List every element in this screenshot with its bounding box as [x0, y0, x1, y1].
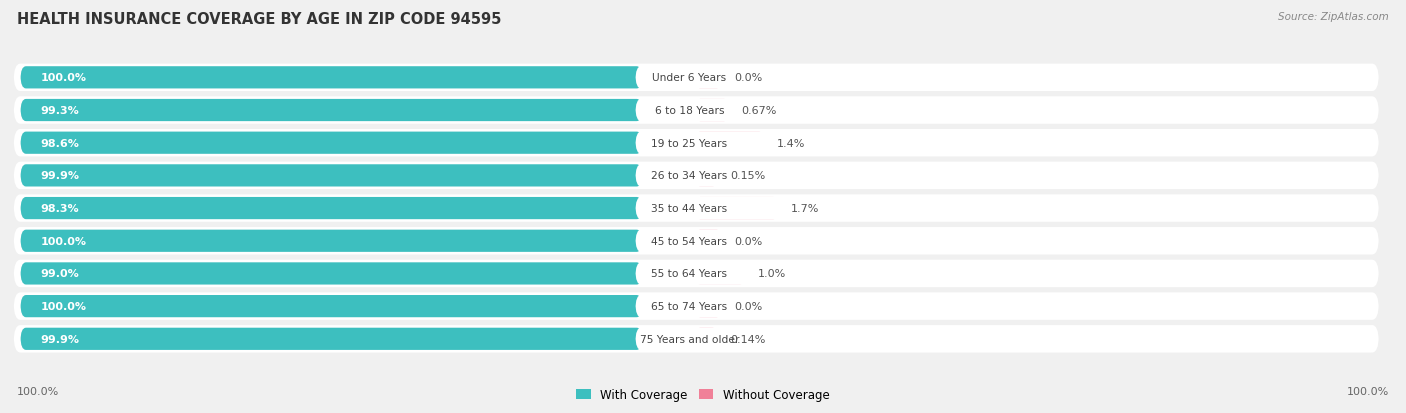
FancyBboxPatch shape: [21, 165, 643, 187]
FancyBboxPatch shape: [696, 165, 717, 187]
FancyBboxPatch shape: [696, 67, 720, 89]
Legend: With Coverage, Without Coverage: With Coverage, Without Coverage: [576, 388, 830, 401]
FancyBboxPatch shape: [14, 64, 1379, 92]
Text: 98.6%: 98.6%: [41, 138, 80, 148]
FancyBboxPatch shape: [696, 132, 763, 154]
Text: 6 to 18 Years: 6 to 18 Years: [655, 106, 724, 116]
FancyBboxPatch shape: [14, 228, 1379, 255]
Text: 26 to 34 Years: 26 to 34 Years: [651, 171, 728, 181]
FancyBboxPatch shape: [696, 263, 744, 285]
FancyBboxPatch shape: [636, 164, 797, 188]
Text: 75 Years and older: 75 Years and older: [640, 334, 740, 344]
Text: 1.7%: 1.7%: [790, 204, 820, 214]
Text: 0.15%: 0.15%: [730, 171, 765, 181]
FancyBboxPatch shape: [636, 67, 797, 90]
FancyBboxPatch shape: [14, 195, 1379, 222]
Text: 1.4%: 1.4%: [776, 138, 804, 148]
Text: 98.3%: 98.3%: [41, 204, 80, 214]
Text: 0.0%: 0.0%: [734, 73, 762, 83]
Text: Source: ZipAtlas.com: Source: ZipAtlas.com: [1278, 12, 1389, 22]
Text: 35 to 44 Years: 35 to 44 Years: [651, 204, 727, 214]
Text: 1.0%: 1.0%: [758, 269, 786, 279]
Text: 100.0%: 100.0%: [41, 73, 87, 83]
Text: 0.0%: 0.0%: [734, 236, 762, 246]
FancyBboxPatch shape: [21, 197, 643, 220]
FancyBboxPatch shape: [636, 262, 797, 285]
Text: 19 to 25 Years: 19 to 25 Years: [651, 138, 727, 148]
FancyBboxPatch shape: [21, 230, 643, 252]
FancyBboxPatch shape: [14, 260, 1379, 287]
Text: 99.3%: 99.3%: [41, 106, 80, 116]
FancyBboxPatch shape: [21, 100, 643, 122]
FancyBboxPatch shape: [696, 295, 720, 318]
FancyBboxPatch shape: [14, 162, 1379, 190]
Text: 99.0%: 99.0%: [41, 269, 80, 279]
Text: Under 6 Years: Under 6 Years: [652, 73, 727, 83]
FancyBboxPatch shape: [696, 230, 720, 252]
Text: 45 to 54 Years: 45 to 54 Years: [651, 236, 727, 246]
Text: HEALTH INSURANCE COVERAGE BY AGE IN ZIP CODE 94595: HEALTH INSURANCE COVERAGE BY AGE IN ZIP …: [17, 12, 502, 27]
FancyBboxPatch shape: [14, 325, 1379, 353]
FancyBboxPatch shape: [696, 328, 717, 350]
Text: 100.0%: 100.0%: [41, 236, 87, 246]
FancyBboxPatch shape: [696, 197, 778, 220]
FancyBboxPatch shape: [21, 328, 643, 350]
Text: 0.14%: 0.14%: [730, 334, 765, 344]
FancyBboxPatch shape: [636, 100, 797, 122]
FancyBboxPatch shape: [636, 328, 797, 350]
Text: 99.9%: 99.9%: [41, 334, 80, 344]
FancyBboxPatch shape: [21, 67, 643, 89]
Text: 0.67%: 0.67%: [742, 106, 778, 116]
Text: 100.0%: 100.0%: [17, 387, 59, 396]
FancyBboxPatch shape: [636, 132, 797, 155]
FancyBboxPatch shape: [14, 97, 1379, 124]
FancyBboxPatch shape: [636, 197, 797, 220]
FancyBboxPatch shape: [21, 295, 643, 318]
Text: 55 to 64 Years: 55 to 64 Years: [651, 269, 727, 279]
FancyBboxPatch shape: [21, 132, 643, 154]
Text: 99.9%: 99.9%: [41, 171, 80, 181]
Text: 100.0%: 100.0%: [1347, 387, 1389, 396]
Text: 65 to 74 Years: 65 to 74 Years: [651, 301, 727, 311]
Text: 0.0%: 0.0%: [734, 301, 762, 311]
FancyBboxPatch shape: [14, 293, 1379, 320]
FancyBboxPatch shape: [636, 230, 797, 253]
Text: 100.0%: 100.0%: [41, 301, 87, 311]
FancyBboxPatch shape: [636, 295, 797, 318]
FancyBboxPatch shape: [21, 263, 643, 285]
FancyBboxPatch shape: [696, 100, 728, 122]
FancyBboxPatch shape: [14, 130, 1379, 157]
